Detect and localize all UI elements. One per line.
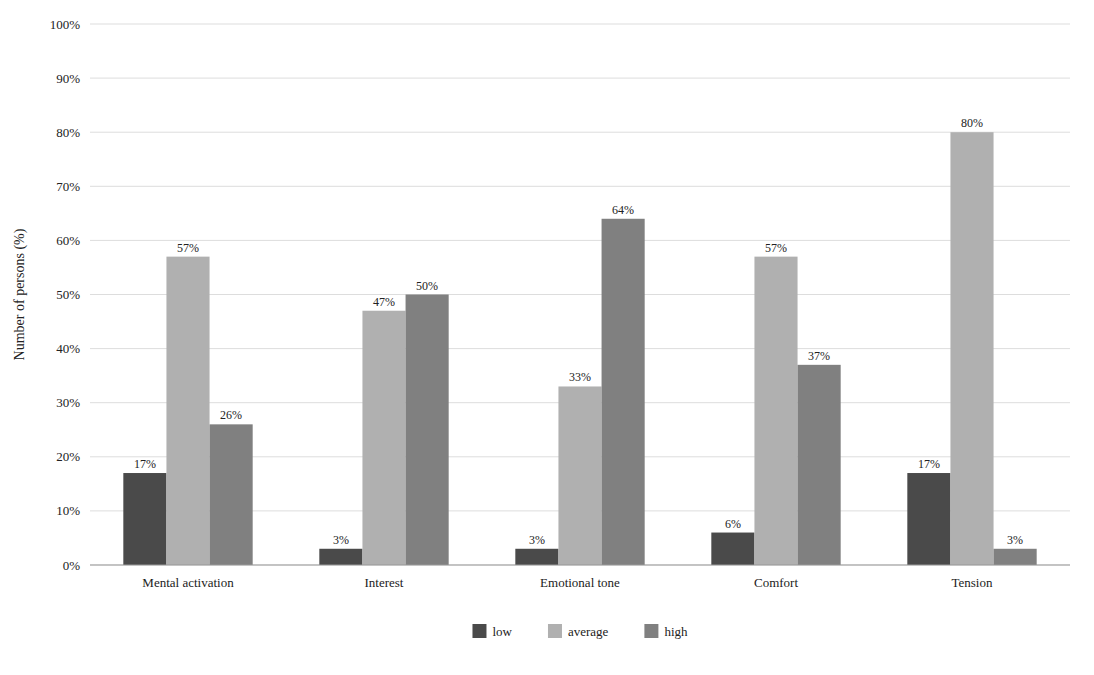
y-tick-label: 80% [56, 125, 80, 140]
bar [362, 311, 405, 565]
grid-line [90, 240, 1070, 241]
y-tick-label: 30% [56, 395, 80, 410]
grid-line [90, 186, 1070, 187]
bar [602, 219, 645, 565]
bar [515, 549, 558, 565]
grid-line [90, 294, 1070, 295]
y-tick-label: 20% [56, 449, 80, 464]
x-tick-label: Tension [952, 575, 993, 590]
data-label: 80% [961, 116, 983, 130]
data-label: 17% [134, 457, 156, 471]
bar [558, 386, 601, 565]
data-label: 17% [918, 457, 940, 471]
x-tick-label: Comfort [754, 575, 798, 590]
legend-item: average [548, 624, 609, 639]
grid-line [90, 132, 1070, 133]
grid-line [90, 78, 1070, 79]
bar [123, 473, 166, 565]
bar [907, 473, 950, 565]
y-tick-label: 40% [56, 341, 80, 356]
y-tick-label: 100% [50, 17, 81, 32]
data-label: 26% [220, 408, 242, 422]
bar [319, 549, 362, 565]
legend: low average high [472, 624, 688, 639]
data-label: 64% [612, 203, 634, 217]
grid-line [90, 24, 1070, 25]
y-axis: 0% 10% 20% 30% 40% 50% 60% 70% 80% 90% 100% [50, 17, 1070, 573]
bar [711, 533, 754, 565]
y-tick-label: 70% [56, 179, 80, 194]
legend-item: high [644, 624, 688, 639]
bars [123, 132, 1036, 565]
legend-item: low [472, 624, 512, 639]
bar [994, 549, 1037, 565]
legend-label: low [492, 624, 512, 639]
y-tick-label: 60% [56, 233, 80, 248]
bar [950, 132, 993, 565]
legend-label: high [664, 624, 688, 639]
legend-swatch [548, 624, 562, 638]
y-axis-label: Number of persons (%) [12, 228, 28, 360]
grid-line [90, 565, 1070, 566]
y-tick-label: 0% [63, 558, 81, 573]
chart: 0% 10% 20% 30% 40% 50% 60% 70% 80% 90% 100% Number … [0, 0, 1094, 675]
data-label: 37% [808, 349, 830, 363]
legend-swatch [644, 624, 658, 638]
data-label: 57% [177, 241, 199, 255]
grid-line [90, 348, 1070, 349]
x-axis: Mental activation Interest Emotional tone C… [90, 565, 1070, 590]
data-label: 3% [1007, 533, 1023, 547]
bar [166, 257, 209, 565]
x-tick-label: Mental activation [142, 575, 234, 590]
x-tick-label: Interest [365, 575, 404, 590]
bar [754, 257, 797, 565]
legend-swatch [472, 624, 486, 638]
data-label: 47% [373, 295, 395, 309]
bar [210, 424, 253, 565]
data-label: 50% [416, 279, 438, 293]
data-label: 3% [529, 533, 545, 547]
y-tick-label: 10% [56, 503, 80, 518]
x-tick-label: Emotional tone [540, 575, 620, 590]
y-tick-label: 50% [56, 287, 80, 302]
data-label: 6% [725, 517, 741, 531]
bar [798, 365, 841, 565]
y-tick-label: 90% [56, 71, 80, 86]
data-label: 33% [569, 370, 591, 384]
bar [406, 295, 449, 566]
data-label: 57% [765, 241, 787, 255]
data-labels: 17% 3% 3% 6% 17% 57% 47% 33% 57% 80% 26% 50% 64% 37% 3… [134, 116, 1023, 547]
legend-label: average [568, 624, 609, 639]
data-label: 3% [333, 533, 349, 547]
x-axis-line [90, 565, 1070, 566]
